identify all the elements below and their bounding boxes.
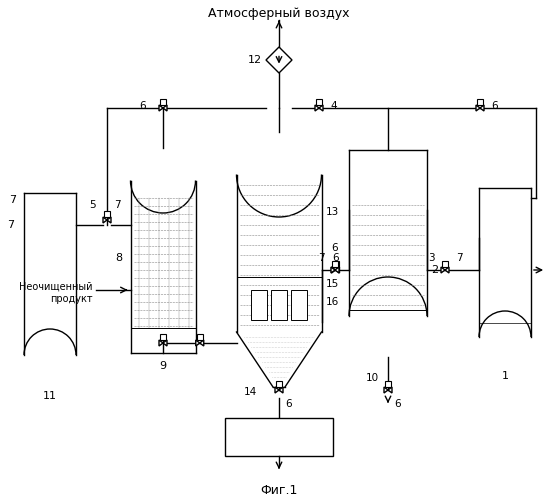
Bar bbox=[271, 290, 287, 320]
Polygon shape bbox=[163, 105, 167, 111]
Text: 12: 12 bbox=[248, 55, 262, 65]
Polygon shape bbox=[331, 267, 335, 273]
Text: 10: 10 bbox=[365, 373, 379, 383]
Polygon shape bbox=[159, 105, 163, 111]
Text: 7: 7 bbox=[456, 253, 462, 263]
Bar bbox=[316, 99, 322, 105]
Text: 6: 6 bbox=[140, 101, 146, 111]
Polygon shape bbox=[275, 387, 279, 393]
Polygon shape bbox=[335, 267, 340, 273]
Text: 7: 7 bbox=[114, 200, 120, 210]
Text: 9: 9 bbox=[159, 361, 167, 371]
Bar bbox=[276, 381, 282, 387]
Text: 16: 16 bbox=[325, 297, 339, 307]
Text: 2: 2 bbox=[431, 265, 438, 275]
Text: 13: 13 bbox=[325, 207, 339, 217]
Bar bbox=[197, 334, 203, 340]
Polygon shape bbox=[266, 47, 292, 73]
Text: 14: 14 bbox=[244, 387, 257, 397]
Polygon shape bbox=[331, 267, 335, 273]
Text: 6: 6 bbox=[332, 253, 339, 263]
Polygon shape bbox=[480, 105, 484, 111]
Polygon shape bbox=[384, 387, 388, 393]
Text: 3: 3 bbox=[428, 253, 434, 263]
Text: Атмосферный воздух: Атмосферный воздух bbox=[208, 6, 350, 20]
Polygon shape bbox=[441, 267, 445, 273]
Bar bbox=[291, 290, 307, 320]
Bar bbox=[160, 334, 166, 340]
Text: 7: 7 bbox=[9, 195, 16, 205]
Text: 6: 6 bbox=[331, 243, 338, 253]
Polygon shape bbox=[319, 105, 323, 111]
Text: 6: 6 bbox=[285, 399, 292, 409]
Polygon shape bbox=[445, 267, 449, 273]
Bar bbox=[333, 261, 339, 267]
Bar bbox=[442, 261, 448, 267]
Bar bbox=[332, 261, 338, 267]
Bar bbox=[104, 211, 110, 217]
Polygon shape bbox=[335, 267, 339, 273]
Text: 15: 15 bbox=[325, 279, 339, 289]
Text: 7: 7 bbox=[317, 253, 324, 263]
Text: 4: 4 bbox=[331, 101, 338, 111]
Bar bbox=[385, 381, 391, 387]
Text: 5: 5 bbox=[90, 200, 96, 210]
Polygon shape bbox=[200, 340, 204, 346]
Text: 6: 6 bbox=[394, 399, 400, 409]
Bar bbox=[251, 290, 267, 320]
Polygon shape bbox=[163, 340, 167, 346]
Polygon shape bbox=[476, 105, 480, 111]
Bar bbox=[225, 418, 333, 456]
Text: Фиг.1: Фиг.1 bbox=[260, 484, 297, 496]
Polygon shape bbox=[279, 387, 283, 393]
Bar bbox=[160, 99, 166, 105]
Text: 1: 1 bbox=[501, 371, 509, 381]
Polygon shape bbox=[196, 340, 200, 346]
Polygon shape bbox=[159, 340, 163, 346]
Bar bbox=[477, 99, 483, 105]
Text: 8: 8 bbox=[115, 253, 122, 263]
Polygon shape bbox=[388, 387, 392, 393]
Text: 7: 7 bbox=[7, 220, 14, 230]
Polygon shape bbox=[107, 217, 111, 223]
Text: 6: 6 bbox=[492, 101, 499, 111]
Text: 11: 11 bbox=[43, 391, 57, 401]
Polygon shape bbox=[103, 217, 107, 223]
Text: Неочищенный
продукт: Неочищенный продукт bbox=[19, 282, 92, 304]
Polygon shape bbox=[315, 105, 319, 111]
